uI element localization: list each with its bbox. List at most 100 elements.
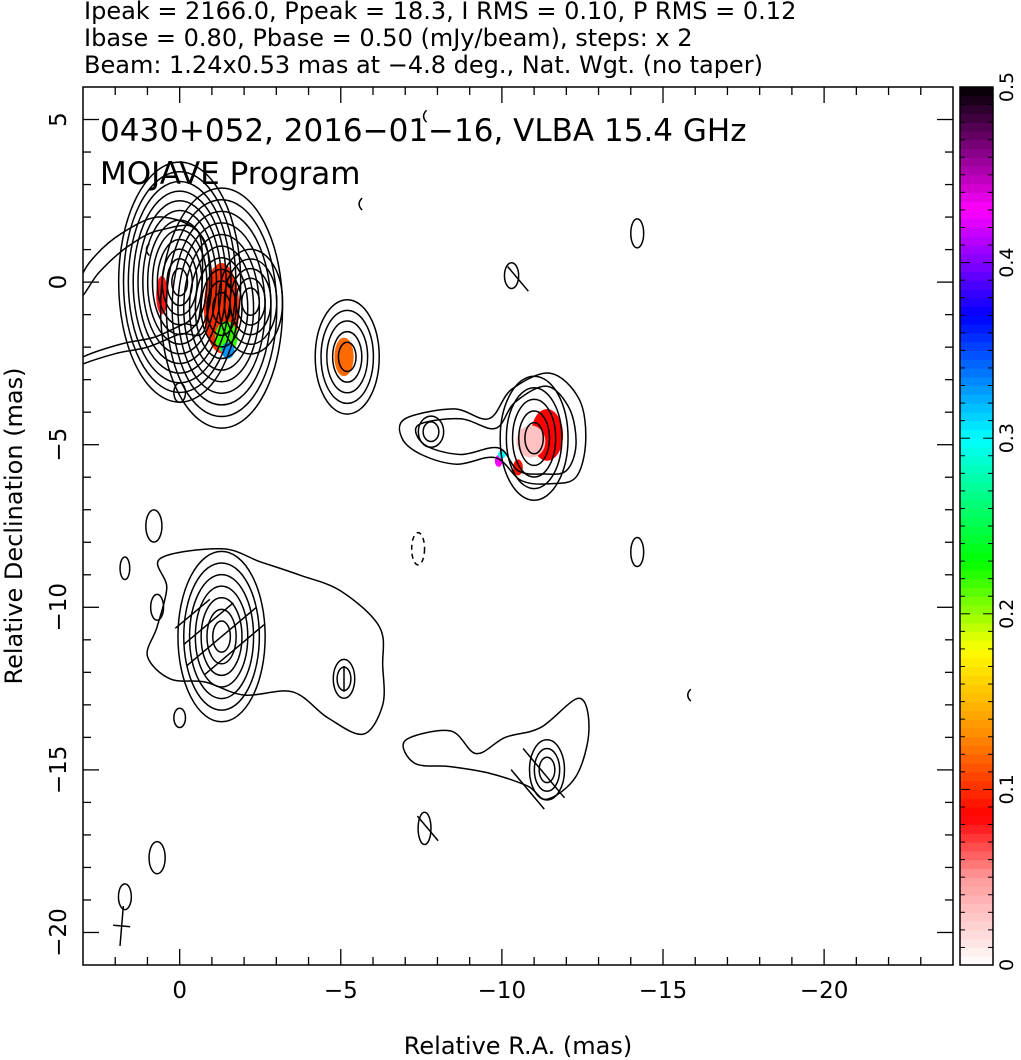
evpa-tick: [522, 747, 566, 799]
colorbar-segment: [960, 710, 993, 720]
polarized-component-contour: [183, 562, 261, 711]
component-contour: [241, 287, 261, 317]
knot-envelope-contour: [414, 385, 577, 475]
source-annotation: 0430+052, 2016−01−16, VLBA 15.4 GHz: [100, 113, 746, 149]
colorbar-segment: [960, 578, 993, 589]
lower-envelope-contour: [146, 548, 385, 736]
lower-knot-envelope-contour: [402, 697, 590, 801]
colorbar-segment: [960, 727, 993, 738]
colorbar-segment: [960, 403, 993, 413]
evpa-tick: [186, 606, 257, 667]
y-tick-label: 0: [46, 275, 72, 290]
x-tick-label: −20: [800, 978, 849, 1004]
colorbar-segment: [960, 157, 993, 167]
colorbar-segment: [960, 262, 993, 272]
colorbar-segment: [960, 798, 993, 808]
colorbar-segment: [960, 701, 993, 711]
colorbar-segment: [960, 385, 993, 395]
colorbar-segment: [960, 490, 993, 501]
component-contour: [188, 245, 255, 371]
isolated-contour: [62, 708, 72, 727]
colorbar-segment: [960, 280, 993, 290]
jet-envelope-contour: [83, 224, 204, 358]
x-tick-label: −5: [324, 978, 358, 1004]
colorbar-segment: [960, 148, 993, 158]
polarized-component-contour: [194, 585, 249, 688]
colorbar-segment: [960, 324, 993, 334]
colorbar-segment: [960, 508, 993, 518]
colorbar-segment: [960, 420, 993, 431]
header-line-1: Ipeak = 2166.0, Ppeak = 18.3, I RMS = 0.…: [84, 0, 796, 25]
colorbar-segment: [960, 657, 993, 668]
colorbar-segment: [960, 912, 993, 922]
colorbar-segment: [960, 640, 993, 650]
component-contour: [217, 248, 284, 355]
x-tick-label: −15: [639, 978, 688, 1004]
evpa-tick: [204, 624, 265, 675]
colorbar-segment: [960, 297, 993, 308]
component-contour: [417, 415, 445, 449]
colorbar-segment: [960, 288, 993, 299]
colorbar-segment: [960, 648, 993, 659]
colorbar-segment: [960, 482, 993, 492]
isolated-contour: [119, 556, 131, 581]
colorbar-segment: [960, 376, 993, 387]
colorbar-segment: [960, 166, 993, 176]
colorbar-segment: [960, 209, 993, 220]
evpa-tick: [183, 602, 234, 645]
component-contour: [511, 398, 557, 478]
isolated-contour: [145, 509, 163, 543]
colorbar-segment: [960, 842, 993, 852]
component-contour: [122, 171, 237, 394]
colorbar-segment: [960, 455, 993, 466]
isolated-contour: [149, 593, 165, 621]
colorbar-segment: [960, 306, 993, 316]
component-contour: [524, 421, 545, 455]
evpa-tick: [416, 815, 439, 842]
colorbar-segment: [960, 921, 993, 931]
colorbar-segment: [960, 552, 993, 562]
colorbar-segment: [960, 684, 993, 694]
colorbar-segment: [960, 771, 993, 782]
component-contour: [326, 320, 369, 394]
colorbar: 0 0.1 0.2 0.3 0.4 0.5: [959, 72, 1018, 971]
component-contour: [223, 258, 278, 346]
colorbar-segment: [960, 341, 993, 351]
colorbar-segment: [960, 877, 993, 887]
isolated-contour: [417, 811, 432, 846]
colorbar-segment: [960, 130, 993, 141]
colorbar-segment: [960, 411, 993, 422]
fractional-pol-patch: [156, 275, 168, 315]
component-contour: [499, 375, 569, 501]
colorbar-segment: [960, 850, 993, 861]
colorbar-segment: [960, 245, 993, 255]
component-contour: [229, 267, 272, 336]
small-contour-arc: [358, 197, 363, 211]
colorbar-segment: [960, 543, 993, 553]
header-line-2: Ibase = 0.80, Pbase = 0.50 (mJy/beam), s…: [84, 24, 693, 52]
colorbar-segment: [960, 473, 993, 483]
colorbar-segment: [960, 763, 993, 773]
colorbar-segment: [960, 736, 993, 747]
colorbar-segment: [960, 894, 993, 905]
isolated-contour: [173, 382, 187, 404]
evpa-ticks-layer: [174, 266, 566, 842]
component-contour: [331, 330, 363, 383]
beam-layer: [113, 906, 131, 946]
colorbar-segment: [960, 350, 993, 360]
y-tick-label: −15: [46, 746, 72, 795]
colorbar-segment: [960, 561, 993, 571]
polarized-component-contour: [528, 739, 566, 801]
header-line-3: Beam: 1.24x0.53 mas at −4.8 deg., Nat. W…: [84, 51, 763, 79]
colorbar-segment: [960, 666, 993, 676]
x-tick-label: −10: [478, 978, 527, 1004]
polarized-component-contour: [533, 747, 561, 793]
colorbar-segment: [960, 122, 993, 132]
colorbar-tick-label: 0.4: [996, 247, 1018, 277]
colorbar-segment: [960, 569, 993, 580]
y-tick-label: −5: [46, 428, 72, 462]
colorbar-tick-label: 0.3: [996, 423, 1018, 453]
colorbar-segment: [960, 499, 993, 510]
small-contour-arc: [145, 243, 150, 257]
